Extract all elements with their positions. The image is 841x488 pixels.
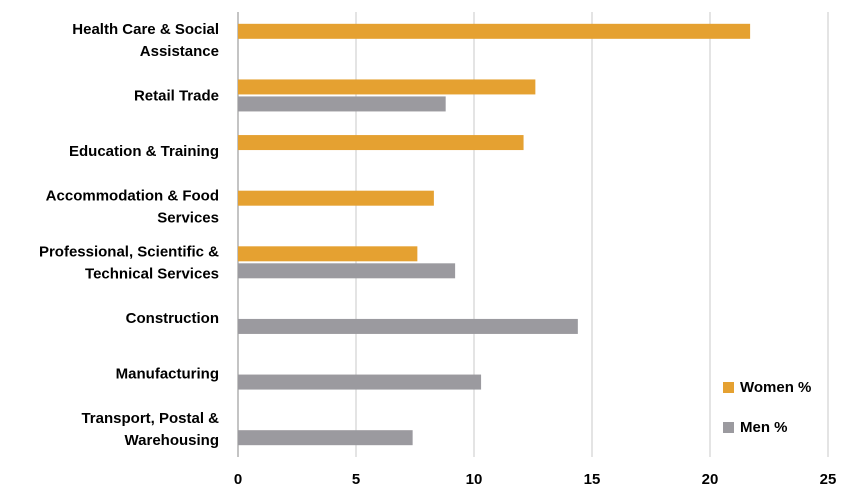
bar-women: [238, 135, 524, 150]
bar-women: [238, 79, 535, 94]
legend: Women % Men %: [723, 379, 811, 436]
category-label: Retail Trade: [134, 87, 219, 104]
category-labels: Health Care & Social Assistance Retail Tra…: [39, 21, 219, 449]
legend-label: Women %: [740, 379, 811, 396]
bar-men: [238, 319, 578, 334]
x-tick-labels: 0 5 10 15 20 25: [234, 471, 837, 488]
category-label: Education & Training: [69, 143, 219, 160]
bar-men: [238, 263, 455, 278]
x-tick-label: 5: [352, 471, 360, 488]
legend-label: Men %: [740, 419, 788, 436]
bar-men: [238, 375, 481, 390]
x-tick-label: 20: [702, 471, 719, 488]
category-label: Professional, Scientific &: [39, 243, 219, 260]
x-tick-label: 0: [234, 471, 242, 488]
bar-women: [238, 24, 750, 39]
category-label: Services: [157, 210, 219, 227]
x-tick-label: 10: [466, 471, 483, 488]
bar-women: [238, 191, 434, 206]
bar-men: [238, 430, 413, 445]
bar-men: [238, 96, 446, 111]
category-label: Warehousing: [125, 432, 219, 449]
x-tick-label: 25: [820, 471, 837, 488]
bars: [238, 24, 750, 445]
legend-swatch-men: [723, 422, 734, 433]
category-label: Assistance: [140, 43, 219, 60]
category-label: Transport, Postal &: [81, 410, 219, 427]
category-label: Health Care & Social: [72, 21, 219, 38]
category-label: Construction: [126, 310, 219, 327]
bar-women: [238, 246, 417, 261]
legend-swatch-women: [723, 382, 734, 393]
category-label: Accommodation & Food: [46, 188, 219, 205]
category-label: Manufacturing: [116, 366, 219, 383]
x-tick-label: 15: [584, 471, 601, 488]
category-label: Technical Services: [85, 265, 219, 282]
